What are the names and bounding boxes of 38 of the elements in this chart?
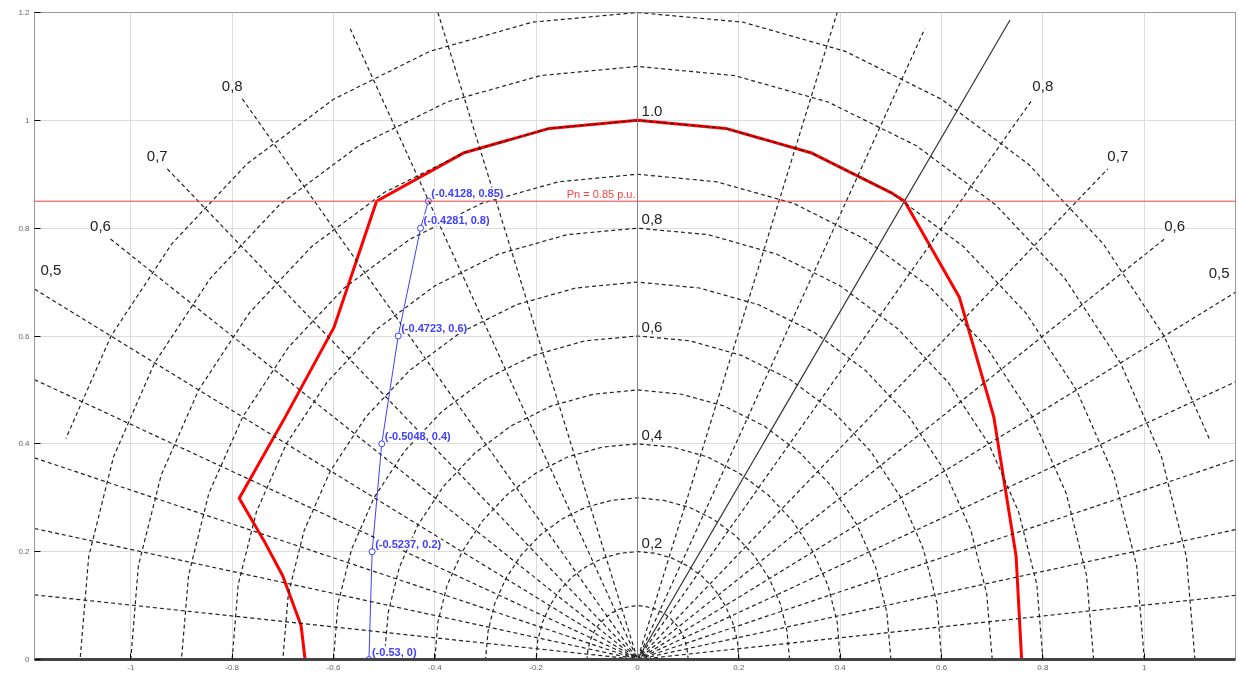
x-tick-label: 1 <box>1142 662 1148 672</box>
y-tick-label: 1 <box>25 115 31 125</box>
series-label: 0,7 <box>146 146 168 164</box>
y-tick-label: 1.2 <box>18 8 31 17</box>
data-label: (-0.4128, 0.85) <box>431 187 504 200</box>
text: 0,6 <box>90 216 111 234</box>
series-label: 0,6 <box>1164 216 1185 234</box>
x-tick-label: 0.4 <box>834 662 847 672</box>
x-tick-label: 0.6 <box>936 662 948 672</box>
text: 0,5 <box>40 261 62 279</box>
x-tick-label: -0.8 <box>225 662 240 672</box>
x-tick-label: -0.6 <box>326 662 341 672</box>
text: 0,7 <box>1107 146 1129 164</box>
x-tick-label: 0.8 <box>1037 662 1050 672</box>
y-tick-label: 0 <box>25 655 31 664</box>
x-tick-label: 0 <box>635 662 641 672</box>
text: 0,8 <box>221 76 243 94</box>
x-tick-label: -0.2 <box>529 662 544 672</box>
data-label: (-0.5237, 0.2) <box>375 537 442 550</box>
y-tick-label: 0.8 <box>18 223 31 233</box>
x-tick-label: -0.4 <box>427 662 443 672</box>
series-label: 0,5 <box>1208 264 1230 282</box>
data-label: (-0.53, 0) <box>371 645 417 658</box>
y-tick-label: 0.4 <box>18 439 31 449</box>
series-label: 0,4 <box>641 425 663 443</box>
series-label: 0,6 <box>641 318 663 335</box>
y-tick-label: 0.6 <box>18 331 31 341</box>
series-label: 0,8 <box>1032 76 1054 94</box>
x-tick-label: -1 <box>127 662 135 672</box>
data-label: (-0.4723, 0.6) <box>401 322 468 334</box>
ref-line-label: Pn = 0.85 p.u. <box>566 188 636 201</box>
series-label: 1.0 <box>641 102 663 120</box>
x-tick-label: 0.2 <box>733 662 745 672</box>
series-label: 0,2 <box>641 533 663 551</box>
y-tick-label: 0.2 <box>18 547 31 557</box>
data-label: (-0.5048, 0.4) <box>384 429 452 442</box>
series-label: 0,8 <box>641 210 663 228</box>
data-label: (-0.4281, 0.8) <box>423 214 490 227</box>
